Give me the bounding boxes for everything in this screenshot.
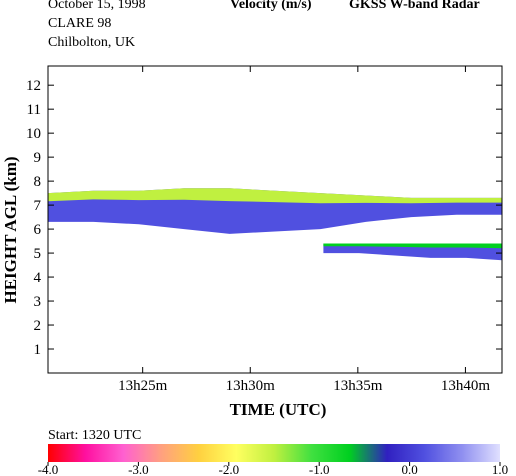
- colorbar-ticks: -4.0 -3.0 -2.0 -1.0 0.0 1.0: [38, 462, 508, 476]
- colorbar-tick-label: 0.0: [401, 462, 417, 476]
- x-tick-label: 13h30m: [226, 378, 276, 394]
- x-axis-label: TIME (UTC): [230, 400, 327, 419]
- y-tick-label: 4: [34, 270, 42, 286]
- instrument-label: GKSS W-band Radar: [349, 0, 480, 12]
- y-tick-label: 7: [34, 198, 42, 214]
- layer-2-base-band: [323, 243, 502, 261]
- x-axis: 13h25m 13h30m 13h35m 13h40m: [118, 66, 490, 394]
- x-tick-label: 13h35m: [333, 378, 383, 394]
- colorbar-tick-label: -3.0: [128, 462, 149, 476]
- y-tick-label: 11: [27, 102, 41, 118]
- campaign-label: CLARE 98: [48, 16, 112, 31]
- y-tick-label: 3: [34, 294, 42, 310]
- x-tick-label: 13h40m: [441, 378, 491, 394]
- y-axis-label: HEIGHT AGL (km): [1, 156, 20, 303]
- y-tick-label: 6: [34, 222, 42, 238]
- colorbar: [48, 444, 500, 462]
- x-tick-label: 13h25m: [118, 378, 168, 394]
- chart-title: Velocity (m/s): [230, 0, 312, 12]
- y-tick-label: 2: [34, 318, 42, 334]
- layer-1-core-band: [48, 188, 502, 204]
- y-tick-label: 1: [34, 342, 42, 358]
- y-tick-label: 9: [34, 150, 42, 166]
- y-tick-label: 8: [34, 174, 42, 190]
- y-tick-label: 12: [26, 78, 41, 94]
- colorbar-tick-label: 1.0: [492, 462, 508, 476]
- layer-2-core-band: [323, 243, 502, 249]
- date-label: October 15, 1998: [48, 0, 146, 12]
- plot-frame: [47, 65, 503, 374]
- y-tick-label: 5: [34, 246, 42, 262]
- location-label: Chilbolton, UK: [48, 35, 136, 50]
- colorbar-tick-label: -2.0: [219, 462, 240, 476]
- y-tick-label: 10: [26, 126, 41, 142]
- colorbar-tick-label: -1.0: [309, 462, 330, 476]
- echo-layers: [48, 188, 502, 261]
- colorbar-tick-label: -4.0: [38, 462, 59, 476]
- start-label: Start: 1320 UTC: [48, 428, 141, 443]
